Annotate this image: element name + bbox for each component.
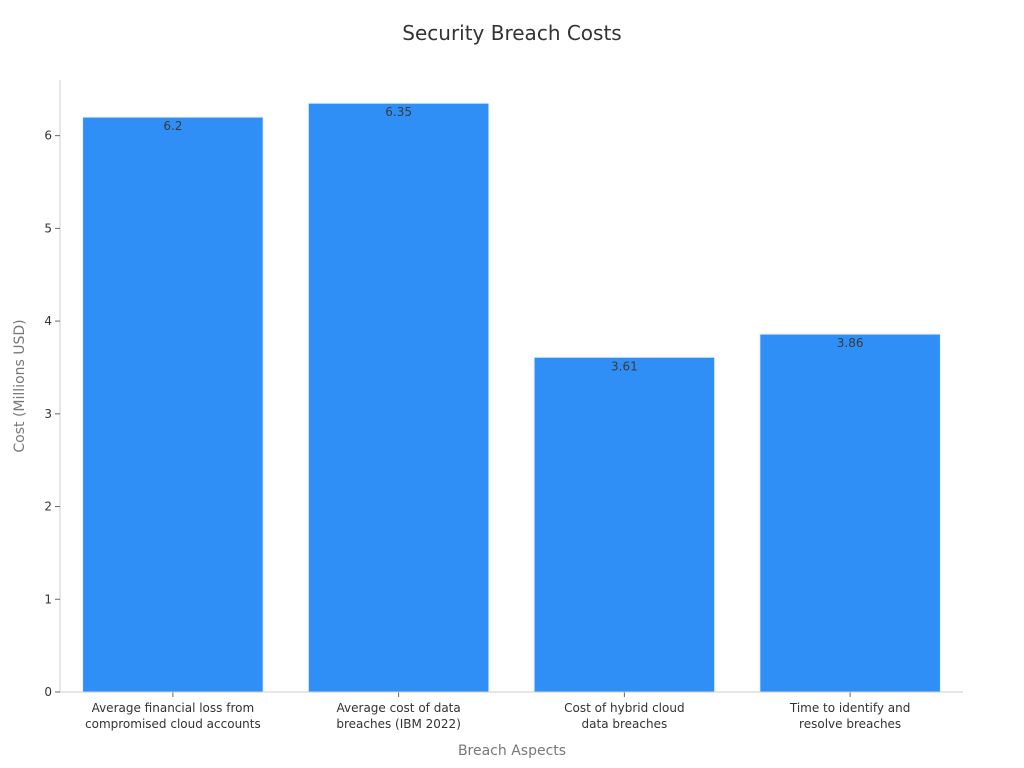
x-tick-label-1: Average cost of data breaches (IBM 2022) bbox=[336, 701, 461, 731]
y-axis-label: Cost (Millions USD) bbox=[12, 319, 28, 452]
y-tick-label-1: 1 bbox=[44, 592, 52, 606]
x-tick-label-3-line-0: Time to identify and bbox=[789, 701, 911, 715]
x-tick-label-2-line-0: Cost of hybrid cloud bbox=[564, 701, 684, 715]
x-tick-label-1-line-0: Average cost of data bbox=[337, 701, 461, 715]
data-label-2: 3.61 bbox=[611, 359, 638, 373]
y-tick-label-3: 3 bbox=[44, 407, 52, 421]
x-tick-label-2: Cost of hybrid cloud data breaches bbox=[564, 701, 684, 731]
bar-3 bbox=[759, 333, 941, 693]
x-axis-label: Breach Aspects bbox=[458, 743, 566, 759]
y-tick-label-0: 0 bbox=[44, 685, 52, 699]
y-tick-label-2: 2 bbox=[44, 500, 52, 514]
bars-group: 6.2 6.35 3.61 3.86 bbox=[82, 102, 941, 693]
data-label-1: 6.35 bbox=[385, 105, 412, 119]
data-label-3: 3.86 bbox=[837, 336, 864, 350]
bar-1 bbox=[307, 102, 490, 693]
axes-group: Average financial loss from compromised c… bbox=[44, 80, 963, 731]
y-tick-label-5: 5 bbox=[44, 221, 52, 235]
x-tick-label-2-line-1: data breaches bbox=[582, 717, 668, 731]
y-tick-label-4: 4 bbox=[44, 314, 52, 328]
bar-2 bbox=[533, 356, 716, 693]
bar-0 bbox=[82, 116, 264, 693]
x-tick-label-0: Average financial loss from compromised c… bbox=[85, 701, 261, 731]
x-tick-label-1-line-1: breaches (IBM 2022) bbox=[336, 717, 461, 731]
x-tick-label-3-line-1: resolve breaches bbox=[799, 717, 901, 731]
y-tick-label-6: 6 bbox=[44, 129, 52, 143]
x-tick-label-3: Time to identify and resolve breaches bbox=[789, 701, 911, 731]
x-tick-label-0-line-0: Average financial loss from bbox=[92, 701, 255, 715]
chart-title: Security Breach Costs bbox=[402, 21, 621, 45]
x-tick-label-0-line-1: compromised cloud accounts bbox=[85, 717, 261, 731]
data-label-0: 6.2 bbox=[163, 119, 182, 133]
